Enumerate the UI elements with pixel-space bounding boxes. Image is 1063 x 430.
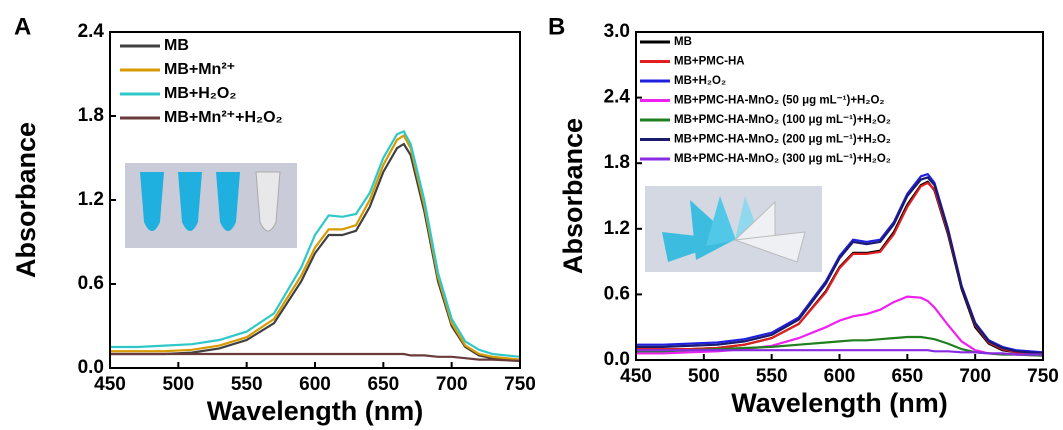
y-axis-title: Absorbance	[11, 122, 41, 278]
legend-label: MB+Mn²⁺+H₂O₂	[164, 109, 283, 126]
legend-label: MB+PMC-HA-MnO₂ (100 μg mL⁻¹)+H₂O₂	[674, 114, 891, 126]
legend-label: MB+H₂O₂	[164, 85, 236, 102]
y-tick-label: 1.8	[78, 105, 104, 126]
y-tick-label: 2.4	[604, 87, 631, 108]
plot-frame	[635, 31, 1044, 361]
spectrum-line	[636, 349, 1043, 356]
x-tick-label: 450	[620, 366, 652, 387]
y-tick-label: 1.8	[604, 152, 630, 173]
spectrum-line	[110, 134, 521, 361]
tube	[734, 231, 806, 263]
x-tick-label: 600	[299, 374, 331, 395]
x-tick-label: 650	[367, 374, 399, 395]
y-tick-label: 0.6	[78, 273, 104, 294]
x-tick-label: 700	[436, 374, 468, 395]
x-axis-title: Wavelength (nm)	[731, 388, 948, 418]
spectrum-line	[110, 352, 521, 363]
legend-label: MB+H₂O₂	[674, 75, 726, 87]
x-tick-label: 650	[891, 366, 923, 387]
y-tick-label: 1.2	[78, 189, 104, 210]
y-tick-label: 0.0	[604, 349, 630, 370]
legend-label: MB	[674, 36, 692, 48]
tube	[706, 196, 736, 246]
y-tick-label: 2.4	[78, 21, 105, 42]
y-tick-label: 1.2	[604, 218, 630, 239]
x-tick-label: 750	[504, 374, 536, 395]
legend-label: MB+Mn²⁺	[164, 61, 235, 78]
spectrum-line	[110, 142, 521, 363]
tube	[255, 171, 281, 232]
inset-photo-b	[645, 186, 822, 272]
spectrum-line	[110, 130, 521, 358]
tube	[140, 172, 164, 231]
legend-label: MB+PMC-HA-MnO₂ (200 μg mL⁻¹)+H₂O₂	[674, 134, 891, 146]
legend-label: MB+PMC-HA	[674, 56, 745, 68]
x-tick-label: 550	[756, 366, 788, 387]
y-axis-title: Absorbance	[558, 118, 588, 274]
legend-label: MB	[164, 37, 189, 54]
panel-label: B	[548, 13, 565, 40]
y-tick-label: 3.0	[604, 21, 630, 42]
x-tick-label: 500	[688, 366, 720, 387]
spectrum-line	[636, 295, 1044, 357]
panel-label: A	[14, 13, 31, 40]
x-tick-label: 600	[824, 366, 856, 387]
plot-frame	[109, 31, 521, 369]
tube	[216, 172, 240, 231]
x-tick-label: 500	[162, 374, 194, 395]
legend-label: MB+PMC-HA-MnO₂ (300 μg mL⁻¹)+H₂O₂	[674, 153, 891, 165]
x-tick-label: 550	[231, 374, 263, 395]
tube	[178, 172, 202, 231]
legend-label: MB+PMC-HA-MnO₂ (50 μg mL⁻¹)+H₂O₂	[674, 95, 885, 107]
x-tick-label: 700	[959, 366, 991, 387]
x-tick-label: 750	[1027, 366, 1059, 387]
y-tick-label: 0.6	[604, 283, 630, 304]
inset-photo-a	[125, 163, 297, 248]
spectrum-line	[636, 176, 1044, 355]
x-tick-label: 450	[94, 374, 126, 395]
y-tick-label: 0.0	[78, 357, 104, 378]
x-axis-title: Wavelength (nm)	[207, 396, 424, 426]
